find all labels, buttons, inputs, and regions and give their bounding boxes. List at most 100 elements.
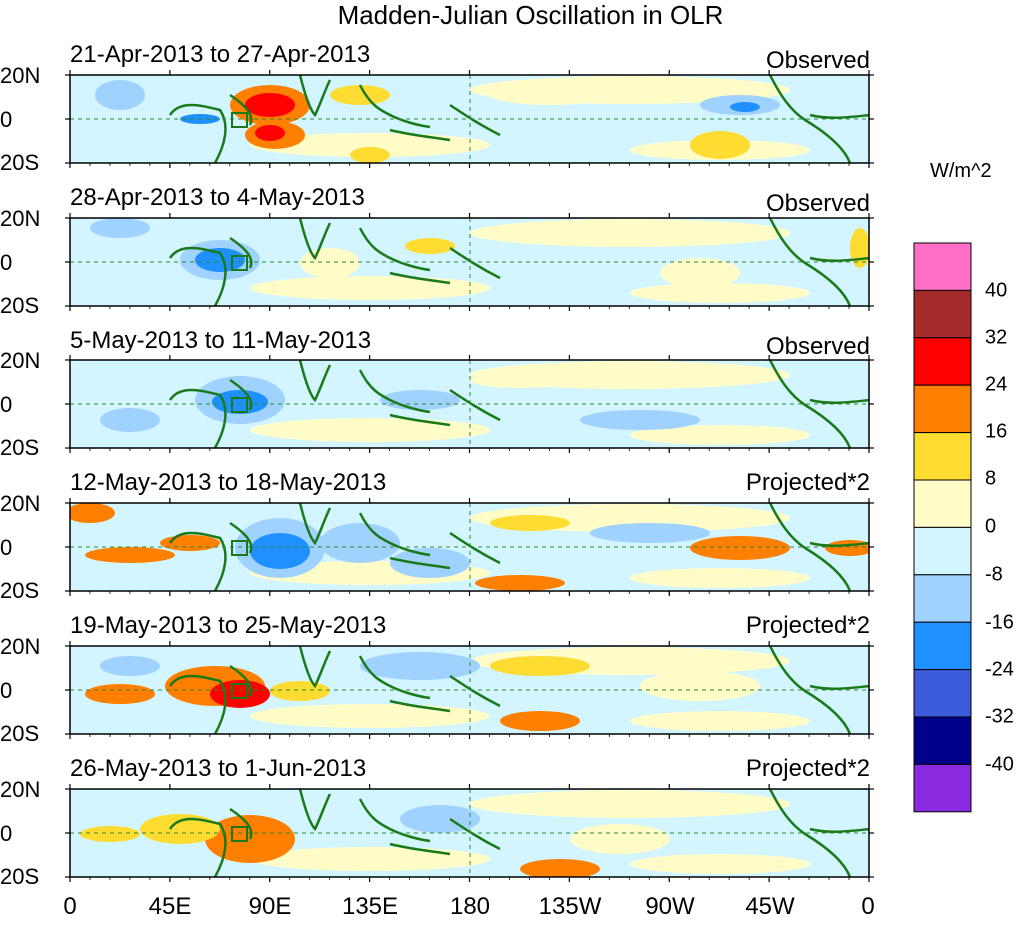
olr-anomaly-region: [360, 652, 480, 680]
panel-1-kind: Observed: [765, 47, 870, 74]
panel-2-date: 28-Apr-2013 to 4-May-2013: [70, 184, 365, 211]
colorbar-swatch: [913, 574, 972, 623]
olr-anomaly-region: [100, 656, 160, 676]
olr-anomaly-region: [100, 408, 160, 432]
map-panel: [65, 641, 874, 739]
lon-label: 0: [63, 893, 77, 920]
olr-anomaly-region: [405, 238, 455, 254]
lat-label-20n: 20N: [0, 777, 41, 802]
colorbar-swatch: [913, 289, 972, 339]
olr-anomaly-region: [400, 805, 480, 833]
lat-label-20n: 20N: [0, 634, 41, 659]
colorbar-label: 32: [985, 326, 1008, 349]
colorbar-swatch: [913, 526, 972, 576]
colorbar-swatch: [913, 716, 972, 765]
colorbar-label: 16: [985, 420, 1008, 443]
olr-anomaly-region: [660, 258, 740, 288]
olr-anomaly-region: [390, 548, 470, 578]
lon-label: 135E: [341, 893, 399, 920]
coastline: [168, 503, 869, 591]
olr-anomaly-region: [255, 125, 285, 141]
coastline: [168, 360, 869, 448]
colorbar-label: -40: [985, 753, 1014, 776]
lat-label-eq: 0: [0, 821, 13, 846]
panel-5-kind: Projected*2: [745, 612, 870, 639]
colorbar-swatch: [913, 337, 972, 386]
panel-6-date: 26-May-2013 to 1-Jun-2013: [70, 755, 367, 782]
lat-label-20n: 20N: [0, 348, 41, 373]
olr-anomaly-region: [70, 503, 115, 523]
olr-anomaly-region: [270, 681, 330, 701]
colorbar-label: -16: [985, 611, 1014, 634]
lon-label: 0: [861, 893, 875, 920]
olr-anomaly-region: [90, 218, 150, 238]
panel-1-date: 21-Apr-2013 to 27-Apr-2013: [70, 41, 371, 68]
olr-anomaly-region: [640, 671, 760, 701]
olr-anomaly-region: [520, 859, 600, 877]
region-box: [231, 112, 248, 128]
colorbar-swatch: [913, 669, 972, 718]
olr-anomaly-region: [140, 814, 220, 844]
lon-label: 45E: [148, 893, 192, 920]
olr-anomaly-region: [710, 819, 810, 839]
olr-anomaly-region: [195, 248, 245, 272]
colorbar-swatch: [913, 479, 972, 528]
lat-label-eq: 0: [0, 250, 13, 275]
lat-label-20s: 20S: [0, 864, 40, 889]
map-panel: [65, 784, 874, 882]
region-box: [231, 540, 248, 556]
olr-anomaly-region: [500, 711, 580, 731]
coastline: [168, 218, 869, 306]
coastline: [168, 646, 869, 734]
olr-anomaly-region: [690, 131, 750, 159]
olr-anomaly-region: [350, 147, 390, 163]
colorbar-label: 40: [985, 279, 1008, 302]
lon-label: 135W: [538, 893, 602, 920]
panel-4-date: 12-May-2013 to 18-May-2013: [70, 469, 387, 496]
lat-label-20s: 20S: [0, 578, 40, 603]
lat-label-20n: 20N: [0, 63, 41, 88]
coastline: [168, 789, 869, 877]
lat-label-eq: 0: [0, 107, 13, 132]
olr-anomaly-region: [580, 410, 700, 430]
colorbar-label: 8: [985, 467, 997, 490]
colorbar-label: -8: [985, 563, 1003, 586]
olr-anomaly-region: [590, 523, 710, 543]
olr-anomaly-region: [85, 684, 155, 704]
colorbar-label: 0: [985, 515, 997, 538]
olr-anomaly-region: [470, 372, 570, 388]
map-panel: [65, 213, 874, 311]
colorbar-swatch: [913, 432, 972, 481]
lat-label-eq: 0: [0, 535, 13, 560]
olr-anomaly-region: [850, 228, 869, 268]
region-box: [231, 255, 248, 271]
olr-anomaly-region: [300, 248, 360, 278]
panel-4-kind: Projected*2: [745, 469, 870, 496]
region-box: [231, 683, 248, 699]
olr-anomaly-region: [730, 102, 760, 112]
olr-anomaly-region: [212, 390, 268, 414]
lat-label-20s: 20S: [0, 435, 40, 460]
olr-anomaly-region: [85, 547, 175, 563]
figure-title: Madden-Julian Oscillation in OLR: [337, 0, 724, 30]
region-box: [231, 397, 248, 413]
lon-label: 90W: [645, 893, 695, 920]
lat-label-eq: 0: [0, 678, 13, 703]
panel-3-kind: Observed: [765, 333, 870, 360]
panel-2-kind: Observed: [765, 190, 870, 217]
coastline: [168, 75, 869, 163]
panel-5-date: 19-May-2013 to 25-May-2013: [70, 612, 387, 639]
map-panel: [65, 70, 874, 168]
panel-6-kind: Projected*2: [745, 755, 870, 782]
colorbar: [913, 242, 972, 813]
lat-label-eq: 0: [0, 392, 13, 417]
panel-3-date: 5-May-2013 to 11-May-2013: [70, 327, 372, 354]
olr-anomaly-region: [320, 523, 400, 563]
colorbar-swatch: [913, 763, 972, 813]
colorbar-label: -24: [985, 658, 1014, 681]
lat-label-20n: 20N: [0, 491, 41, 516]
olr-anomaly-region: [475, 575, 565, 591]
lat-label-20s: 20S: [0, 721, 40, 746]
map-panel: [65, 498, 874, 596]
